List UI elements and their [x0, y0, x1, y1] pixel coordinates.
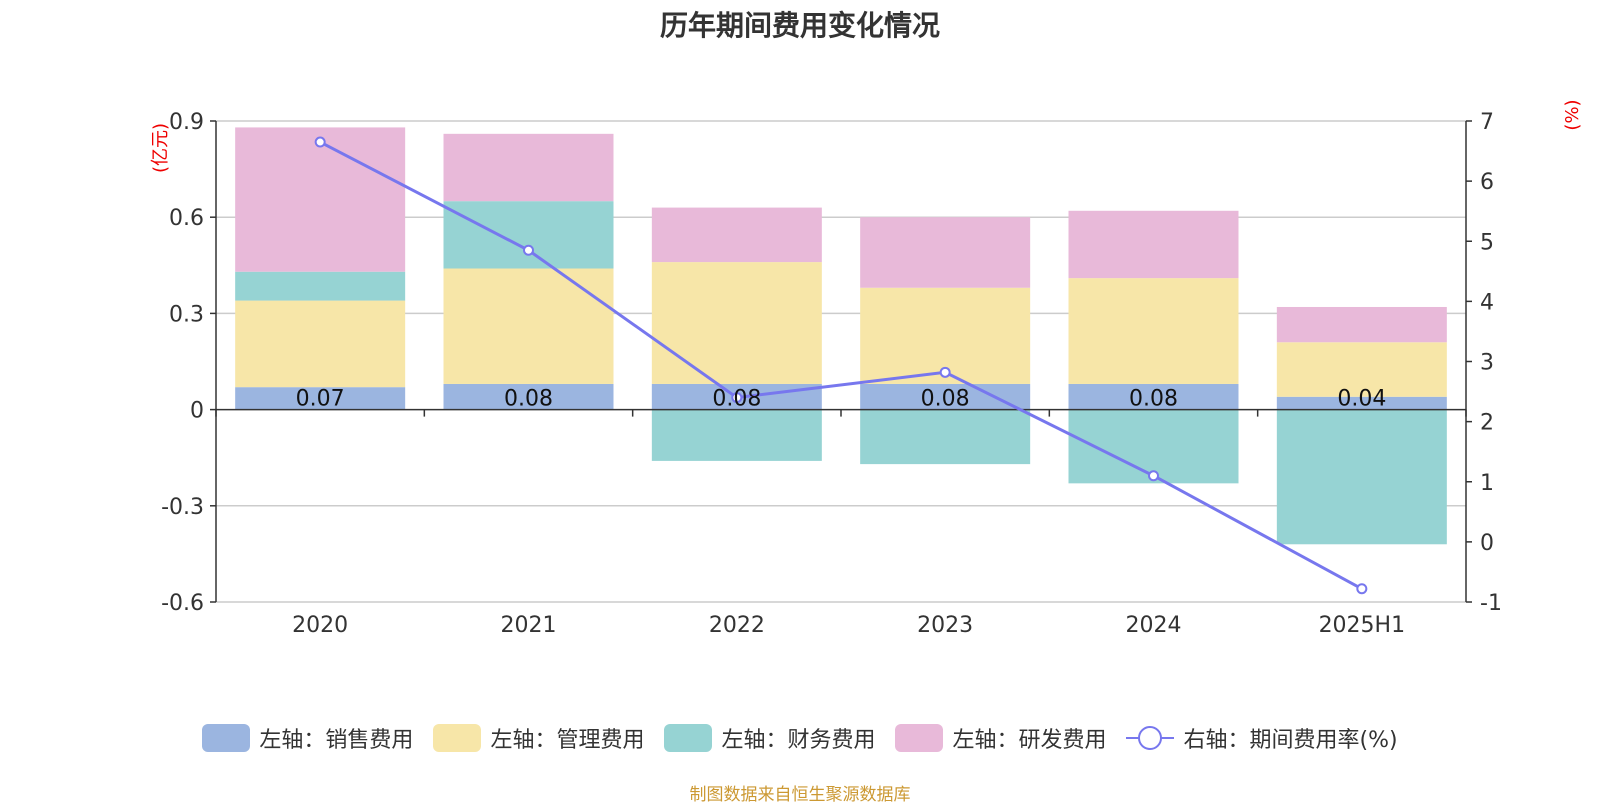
- legend: 左轴：销售费用 左轴：管理费用 左轴：财务费用 左轴：研发费用 右轴：期间费用率(%): [0, 720, 1600, 756]
- left-tick-label: 0.3: [169, 302, 204, 327]
- right-tick-label: 4: [1480, 290, 1494, 315]
- bar-2020-左轴：财务费用: [235, 271, 406, 301]
- category-label: 2025H1: [1319, 613, 1406, 638]
- source-note: 制图数据来自恒生聚源数据库: [689, 785, 911, 805]
- bar-2021-左轴：管理费用: [443, 268, 614, 384]
- category-label: 2021: [501, 613, 557, 638]
- data-label: 0.04: [1337, 387, 1386, 412]
- bar-2022-左轴：管理费用: [651, 262, 822, 384]
- bar-2025H1-左轴：财务费用: [1276, 409, 1447, 545]
- legend-item[interactable]: 右轴：期间费用率(%): [1126, 722, 1398, 754]
- legend-item[interactable]: 左轴：管理费用: [433, 722, 644, 754]
- bar-2023-左轴：财务费用: [860, 409, 1031, 465]
- category-label: 2023: [917, 613, 973, 638]
- legend-swatch: [202, 724, 251, 752]
- category-label: 2022: [709, 613, 765, 638]
- legend-label: 右轴：期间费用率(%): [1183, 728, 1398, 753]
- bar-2024-左轴：管理费用: [1068, 278, 1239, 384]
- chart-title: 历年期间费用变化情况: [659, 9, 940, 42]
- data-label: 0.07: [296, 387, 345, 412]
- rate-point: [731, 392, 743, 404]
- legend-label: 左轴：销售费用: [259, 728, 414, 753]
- left-tick-label: 0.6: [169, 206, 204, 231]
- category-label: 2020: [292, 613, 348, 638]
- rate-point: [1148, 470, 1159, 482]
- left-tick-label: 0.9: [169, 110, 204, 135]
- right-tick-label: 2: [1480, 411, 1494, 436]
- bar-2020-左轴：销售费用: [235, 387, 406, 410]
- bar-2023-左轴：销售费用: [860, 383, 1031, 410]
- rate-point: [939, 366, 951, 378]
- data-label: 0.08: [504, 387, 553, 412]
- right-tick-label: -1: [1480, 591, 1502, 616]
- bar-2020-左轴：研发费用: [235, 127, 406, 272]
- legend-swatch: [895, 724, 944, 752]
- bar-marks: [235, 127, 1447, 545]
- legend-item[interactable]: 左轴：销售费用: [202, 722, 413, 754]
- data-label: 0.08: [712, 387, 761, 412]
- legend-label: 左轴：管理费用: [490, 728, 645, 753]
- right-tick-label: 3: [1480, 351, 1494, 376]
- chart-canvas: -0.6 -0.3 0 0.3 0.6 0.9 -1 0 1 2 3 4 5 6 7 (亿元) (%) 2020 2…: [150, 99, 1583, 638]
- right-tick-label: 5: [1480, 230, 1494, 255]
- bar-2021-左轴：研发费用: [443, 133, 614, 202]
- legend-swatch: [433, 724, 482, 752]
- bar-2025H1-左轴：销售费用: [1276, 396, 1447, 410]
- right-tick-label: 1: [1480, 471, 1494, 496]
- right-axis-unit: (%): [1562, 99, 1583, 130]
- axes: -0.6 -0.3 0 0.3 0.6 0.9 -1 0 1 2 3 4 5 6 7 (亿元) (%) 2020 2…: [150, 99, 1583, 638]
- legend-swatch: [664, 724, 713, 752]
- right-tick-label: 6: [1480, 170, 1494, 195]
- category-label: 2024: [1126, 613, 1182, 638]
- rate-point: [314, 136, 326, 148]
- data-label: 0.08: [1129, 387, 1178, 412]
- bar-2023-左轴：研发费用: [860, 217, 1031, 288]
- left-axis-unit: (亿元): [150, 123, 171, 173]
- legend-label: 左轴：研发费用: [952, 728, 1107, 753]
- left-tick-label: -0.6: [161, 591, 204, 616]
- data-label: 0.08: [921, 387, 970, 412]
- bar-2020-左轴：管理费用: [235, 300, 406, 388]
- line-series: [314, 136, 1368, 595]
- legend-item[interactable]: 左轴：研发费用: [895, 722, 1106, 754]
- legend-item[interactable]: 左轴：财务费用: [664, 722, 875, 754]
- right-tick-label: 7: [1480, 110, 1494, 135]
- rate-line: [319, 140, 1363, 591]
- legend-label: 左轴：财务费用: [721, 728, 876, 753]
- left-tick-label: -0.3: [161, 495, 204, 520]
- data-labels: 0.07 0.08 0.08 0.08 0.08 0.04: [296, 387, 1387, 412]
- bar-2022-左轴：研发费用: [651, 207, 822, 263]
- bar-2021-左轴：财务费用: [443, 201, 614, 269]
- bar-2025H1-左轴：管理费用: [1276, 342, 1447, 397]
- bar-2024-左轴：研发费用: [1068, 210, 1239, 279]
- bar-2021-左轴：销售费用: [443, 383, 614, 410]
- legend-swatch: [1126, 724, 1175, 752]
- right-tick-label: 0: [1480, 531, 1494, 556]
- left-tick-label: 0: [190, 399, 204, 424]
- bar-2022-左轴：财务费用: [651, 409, 822, 461]
- rate-point: [1356, 583, 1368, 595]
- rate-point: [523, 244, 534, 256]
- bar-2025H1-左轴：研发费用: [1276, 306, 1447, 343]
- bar-2024-左轴：销售费用: [1068, 383, 1239, 410]
- grid-lines: [216, 120, 1466, 603]
